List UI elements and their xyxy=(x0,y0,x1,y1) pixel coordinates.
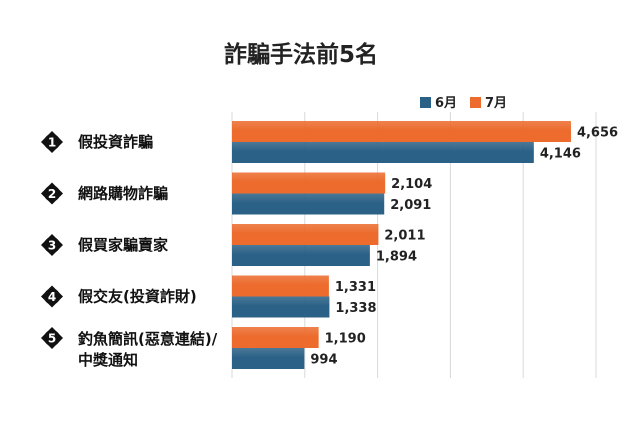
bar-june xyxy=(232,142,534,163)
rank-badge-circle xyxy=(44,288,60,305)
bar-june xyxy=(232,193,385,215)
legend-swatch xyxy=(420,97,431,108)
data-label: 2,011 xyxy=(384,229,425,244)
rank-badge: 2 xyxy=(41,182,63,205)
data-label: 1,190 xyxy=(325,332,366,347)
category-labels: 1 假投資詐騙 2 網路購物詐騙 3 假買家騙賣家 4 假交友(投資詐財) 5 釣魚簡訊(惡意連結… xyxy=(41,131,218,369)
rank-badge-circle xyxy=(44,330,60,346)
bars: 4,656 2,104 2,011 1,331 1,190 4,146 2,091 1,894… xyxy=(232,121,618,369)
rank-badge-circle xyxy=(44,185,60,202)
chart-title: 詐騙手法前5名 xyxy=(224,41,378,68)
category-label: 假買家騙賣家 xyxy=(78,236,168,254)
bar-july xyxy=(232,121,571,142)
data-label: 2,091 xyxy=(390,198,431,213)
data-label: 4,656 xyxy=(577,126,618,141)
legend-label: 6月 xyxy=(435,96,457,111)
data-label: 1,338 xyxy=(335,301,376,316)
rank-badge-number: 2 xyxy=(48,187,56,201)
data-label: 994 xyxy=(310,353,337,368)
bar-july xyxy=(232,275,329,297)
bar-july xyxy=(232,172,386,194)
rank-badge: 5 xyxy=(41,327,63,349)
bar-june xyxy=(232,348,305,369)
category-label: 假投資詐騙 xyxy=(78,133,153,151)
bar-july xyxy=(232,224,379,245)
rank-badge: 4 xyxy=(41,285,63,308)
rank-badge-number: 3 xyxy=(48,239,56,253)
bar-june xyxy=(232,245,370,266)
category-label: 中獎通知 xyxy=(78,351,138,369)
legend-swatch xyxy=(470,97,481,108)
rank-badge-circle xyxy=(44,134,60,150)
legend-label: 7月 xyxy=(485,96,507,111)
data-label: 2,104 xyxy=(391,177,432,192)
data-label: 4,146 xyxy=(540,147,581,162)
data-label: 1,894 xyxy=(376,250,417,265)
legend: 6月 7月 xyxy=(420,96,507,111)
rank-badge-number: 4 xyxy=(48,290,56,304)
category-label: 釣魚簡訊(惡意連結)/ xyxy=(78,330,218,348)
rank-badge-number: 5 xyxy=(48,332,56,346)
rank-badge: 3 xyxy=(41,234,63,256)
data-label: 1,331 xyxy=(335,280,376,295)
rank-badge-number: 1 xyxy=(48,136,56,150)
rank-badge-circle xyxy=(44,237,60,253)
rank-badge: 1 xyxy=(41,131,63,153)
category-label: 網路購物詐騙 xyxy=(78,185,168,203)
category-label: 假交友(投資詐財) xyxy=(78,288,197,306)
bar-june xyxy=(232,296,330,318)
bar-july xyxy=(232,327,319,348)
